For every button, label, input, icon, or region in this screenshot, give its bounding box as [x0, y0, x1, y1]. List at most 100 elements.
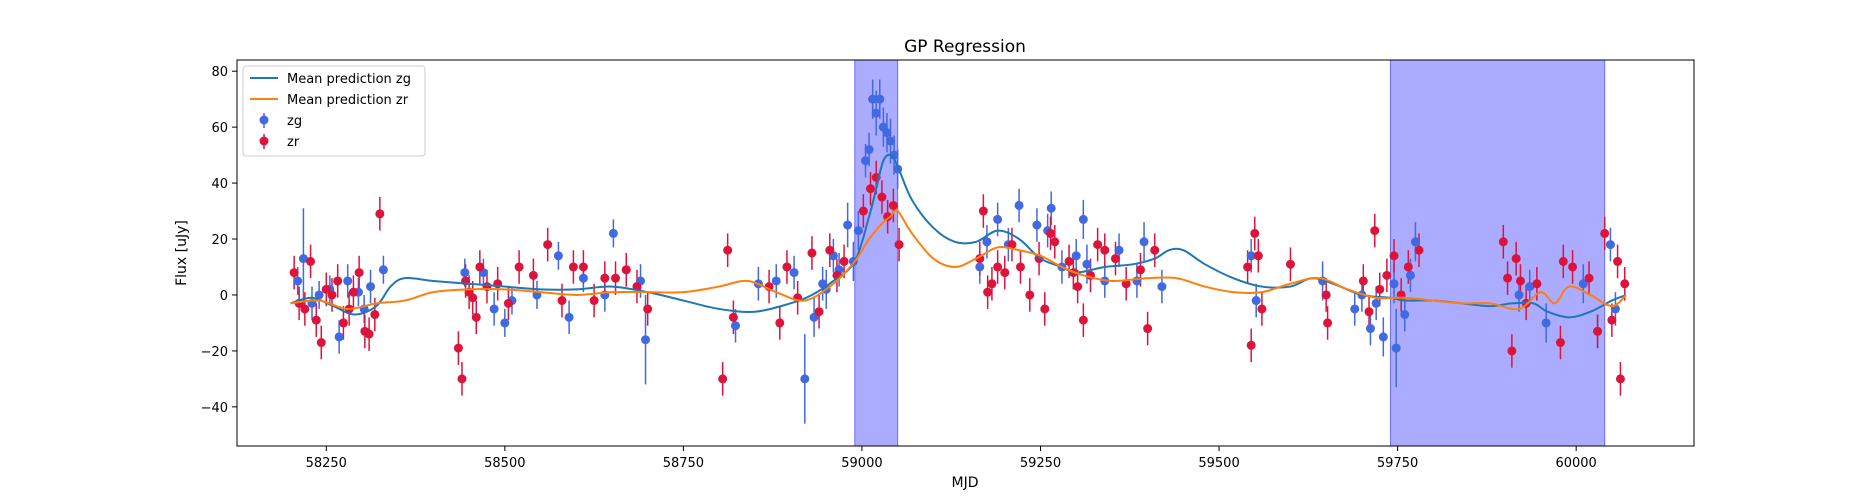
point-zr: [1250, 228, 1260, 238]
legend-box: [242, 65, 426, 157]
point-zg: [1046, 203, 1056, 213]
point-zg: [366, 282, 376, 292]
point-zr: [866, 184, 876, 194]
x-tick-label: 60000: [1555, 456, 1596, 471]
point-zr: [311, 315, 321, 325]
point-zg: [861, 156, 871, 166]
point-zr: [1584, 273, 1594, 283]
mean-prediction-zg-line: [290, 153, 1627, 319]
point-zg: [886, 136, 896, 146]
point-zr: [1600, 228, 1610, 238]
point-zr: [718, 374, 728, 384]
point-zr: [1143, 324, 1153, 334]
point-zr: [1615, 374, 1625, 384]
point-zr: [589, 296, 599, 306]
point-zr: [503, 298, 513, 308]
point-zr: [375, 209, 385, 219]
point-zr: [321, 284, 331, 294]
point-zg: [1032, 220, 1042, 230]
point-zg: [771, 276, 781, 286]
point-zr: [1040, 304, 1050, 314]
point-zr: [316, 338, 326, 348]
x-tick-label: 59000: [841, 456, 882, 471]
point-zr: [300, 304, 310, 314]
legend-swatch-zr-marker: [259, 136, 269, 146]
point-zg: [875, 94, 885, 104]
point-zg: [1525, 282, 1535, 292]
point-zg: [489, 304, 499, 314]
point-zg: [378, 265, 388, 275]
point-zg: [975, 262, 985, 272]
point-zg: [293, 276, 303, 286]
prediction-lines: [290, 153, 1627, 319]
point-zr: [1135, 265, 1145, 275]
point-zg: [868, 94, 878, 104]
point-zr: [1007, 240, 1017, 250]
point-zr: [1323, 318, 1333, 328]
point-zr: [839, 256, 849, 266]
point-zr: [1607, 315, 1617, 325]
point-zg: [1391, 343, 1401, 353]
point-zr: [1243, 262, 1253, 272]
point-zr: [471, 312, 481, 322]
point-zr: [1507, 346, 1517, 356]
point-zr: [807, 248, 817, 258]
point-zg: [1578, 279, 1588, 289]
point-zr: [621, 265, 631, 275]
point-zr: [1620, 279, 1630, 289]
x-axis-ticks: 58250 58500 58750 59000 59250 59500 59750 60000: [306, 446, 1597, 471]
point-zr: [600, 273, 610, 283]
shaded-region-1: [1389, 59, 1606, 447]
point-zg: [500, 318, 510, 328]
point-zg: [853, 226, 863, 236]
x-tick-label: 58500: [484, 456, 525, 471]
point-zg: [460, 268, 470, 278]
point-zr: [858, 206, 868, 216]
point-zr: [1064, 256, 1074, 266]
point-zr: [1498, 237, 1508, 247]
point-zg: [1157, 282, 1167, 292]
point-zr: [514, 262, 524, 272]
point-zg: [1514, 290, 1524, 300]
point-zg: [1365, 324, 1375, 334]
point-zr: [1150, 245, 1160, 255]
point-zg: [800, 374, 810, 384]
y-tick-label: 20: [211, 233, 228, 248]
point-zg: [1014, 200, 1024, 210]
point-zr: [1045, 228, 1055, 238]
legend-label-zg: zg: [287, 114, 302, 129]
point-zr: [1375, 284, 1385, 294]
point-zr: [1025, 290, 1035, 300]
legend: Mean prediction zg Mean prediction zr zg…: [242, 65, 426, 157]
point-zr: [1613, 256, 1623, 266]
point-zr: [775, 318, 785, 328]
point-zr: [453, 343, 463, 353]
point-zg: [1078, 214, 1088, 224]
point-zr: [1121, 279, 1131, 289]
point-zr: [1568, 262, 1578, 272]
point-zr: [1370, 226, 1380, 236]
point-zr: [1414, 245, 1424, 255]
point-zg: [343, 276, 353, 286]
point-zg: [1371, 298, 1381, 308]
legend-swatch-zg-marker: [259, 115, 269, 125]
axes-frame: [236, 59, 1695, 447]
legend-label-zr-line: Mean prediction zr: [287, 93, 409, 108]
x-axis-label: MJD: [952, 475, 979, 491]
point-zg: [1389, 279, 1399, 289]
point-zg: [871, 108, 881, 118]
point-zg: [1410, 237, 1420, 247]
point-zg: [993, 214, 1003, 224]
x-tick-label: 59500: [1198, 456, 1239, 471]
point-zr: [987, 279, 997, 289]
y-tick-label: 40: [211, 177, 228, 192]
y-tick-label: 0: [220, 289, 228, 304]
point-zg: [1251, 296, 1261, 306]
point-zg: [1405, 270, 1415, 280]
x-tick-label: 59250: [1020, 456, 1061, 471]
y-tick-label: −20: [201, 345, 228, 360]
point-zr: [364, 329, 374, 339]
point-zg: [1071, 251, 1081, 261]
data-points: [289, 94, 1630, 384]
point-zr: [983, 287, 993, 297]
